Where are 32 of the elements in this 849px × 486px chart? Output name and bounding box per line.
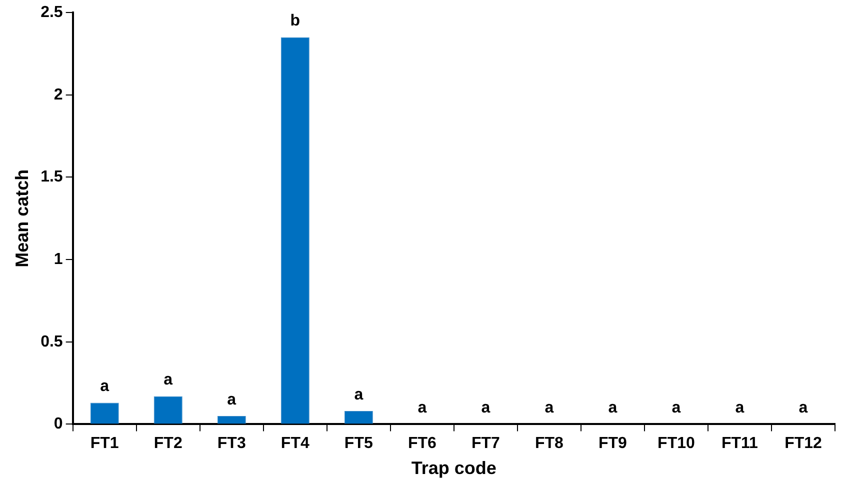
x-tick-label: FT9 [598,435,628,452]
y-tick-label: 2 [54,86,63,104]
x-tick-label: FT6 [408,435,436,452]
annotation: a [418,400,427,417]
y-tick-label: 1 [54,250,63,268]
x-tick-label: FT12 [784,435,822,452]
y-tick-label: 0.5 [40,333,63,350]
annotation: a [100,378,110,396]
annotation: b [290,12,300,30]
x-tick-label: FT2 [154,435,182,452]
annotation: a [672,400,681,417]
annotation: a [798,400,808,417]
y-axis-title: Mean catch [12,169,32,268]
annotation: a [481,400,490,417]
x-tick-label: FT8 [534,435,564,452]
annotation: a [227,391,236,408]
annotation: a [735,400,744,417]
x-axis-title: Trap code [411,458,496,478]
x-tick-label: FT11 [721,435,758,452]
annotation: a [544,400,554,417]
x-tick-label: FT10 [658,435,695,452]
x-tick-label: FT1 [90,435,119,452]
x-tick-label: FT7 [471,435,500,452]
x-tick-label: FT4 [280,435,310,452]
y-tick-label: 1.5 [40,168,63,186]
annotation: a [354,386,364,404]
y-tick-label: 2.5 [40,4,63,22]
y-tick-label: 0 [54,416,63,433]
x-tick-label: FT5 [344,435,373,452]
annotation: a [608,400,618,417]
x-tick-label: FT3 [217,435,246,452]
annotation: a [164,372,173,389]
